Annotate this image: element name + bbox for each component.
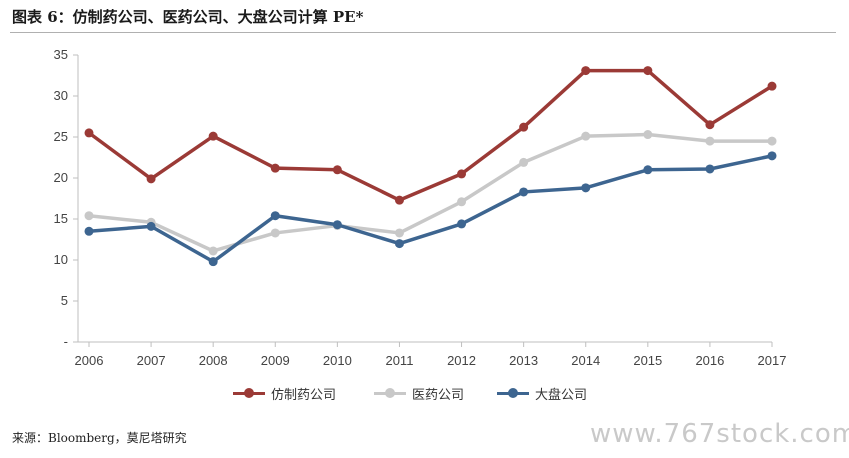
legend-label: 医药公司 <box>412 387 465 403</box>
legend-swatch <box>497 381 529 405</box>
x-tick-label: 2017 <box>758 353 787 368</box>
series-line <box>88 132 772 253</box>
data-point <box>643 130 653 140</box>
x-tick-label: 2007 <box>137 353 166 368</box>
y-ticks: - 5 10 15 20 25 30 35 <box>54 47 78 349</box>
data-point <box>332 165 342 175</box>
source-note: 来源：Bloomberg，莫尼塔研究 <box>12 431 187 445</box>
data-point <box>767 136 777 146</box>
data-point <box>519 187 529 197</box>
data-point <box>643 165 653 175</box>
x-tick-label: 2010 <box>323 353 352 368</box>
data-point <box>332 220 342 230</box>
legend-label: 仿制药公司 <box>271 387 337 403</box>
title-divider <box>10 32 836 33</box>
legend-swatch <box>233 381 265 405</box>
data-point <box>705 164 715 174</box>
legend-swatch <box>374 381 406 405</box>
legend: 仿制药公司 医药公司 大盘公司 <box>0 381 849 405</box>
data-point <box>581 183 591 193</box>
x-tick-label: 2006 <box>75 353 104 368</box>
data-point <box>581 131 591 141</box>
y-tick-label: 20 <box>54 170 68 185</box>
x-tick-label: 2011 <box>385 353 413 368</box>
x-tick-label: 2015 <box>633 353 662 368</box>
x-tick-label: 2008 <box>199 353 228 368</box>
series-2 <box>84 130 777 256</box>
legend-item: 大盘公司 <box>497 381 587 405</box>
series-3 <box>84 151 777 267</box>
y-tick-label: 5 <box>61 293 68 308</box>
series-line <box>88 154 773 264</box>
data-point <box>146 221 156 231</box>
data-point <box>457 219 467 229</box>
data-point <box>394 228 404 238</box>
data-point <box>84 226 94 236</box>
data-point <box>581 66 591 76</box>
data-point <box>208 131 218 141</box>
data-point <box>457 169 467 179</box>
data-point <box>457 197 467 207</box>
legend-item: 医药公司 <box>374 381 464 405</box>
data-point <box>705 136 715 146</box>
data-point <box>643 66 653 76</box>
y-tick-label: 25 <box>54 129 68 144</box>
series-1 <box>84 66 777 205</box>
data-point <box>270 163 280 173</box>
data-point <box>394 195 404 205</box>
x-tick-label: 2014 <box>571 353 600 368</box>
x-tick-label: 2013 <box>509 353 538 368</box>
y-tick-label: 35 <box>54 47 68 62</box>
data-point <box>270 228 280 238</box>
chart-title: 图表 6：仿制药公司、医药公司、大盘公司计算 PE* <box>12 8 364 26</box>
x-tick-label: 2016 <box>695 353 724 368</box>
data-point <box>705 120 715 130</box>
x-tick-label: 2012 <box>447 353 476 368</box>
legend-item: 仿制药公司 <box>233 381 336 405</box>
data-point <box>519 157 529 167</box>
data-point <box>208 246 218 256</box>
data-point <box>270 211 280 221</box>
y-tick-label: 30 <box>54 88 68 103</box>
data-point <box>519 122 529 132</box>
data-point <box>84 128 94 138</box>
watermark: www.767stock.com <box>590 419 849 449</box>
data-point <box>767 81 777 91</box>
data-point <box>767 151 777 161</box>
x-ticks: 2006 2007 2008 2009 2010 2011 2012 2013 2014 2015… <box>75 342 787 368</box>
series-line <box>87 68 773 202</box>
y-tick-label: 15 <box>54 211 68 226</box>
data-point <box>146 174 156 184</box>
series-layer <box>84 66 777 267</box>
y-tick-label: 10 <box>54 252 68 267</box>
data-point <box>208 257 218 267</box>
y-tick-label: - <box>64 334 68 349</box>
data-point <box>84 211 94 221</box>
x-tick-label: 2009 <box>261 353 290 368</box>
legend-label: 大盘公司 <box>535 387 588 403</box>
data-point <box>394 239 404 249</box>
